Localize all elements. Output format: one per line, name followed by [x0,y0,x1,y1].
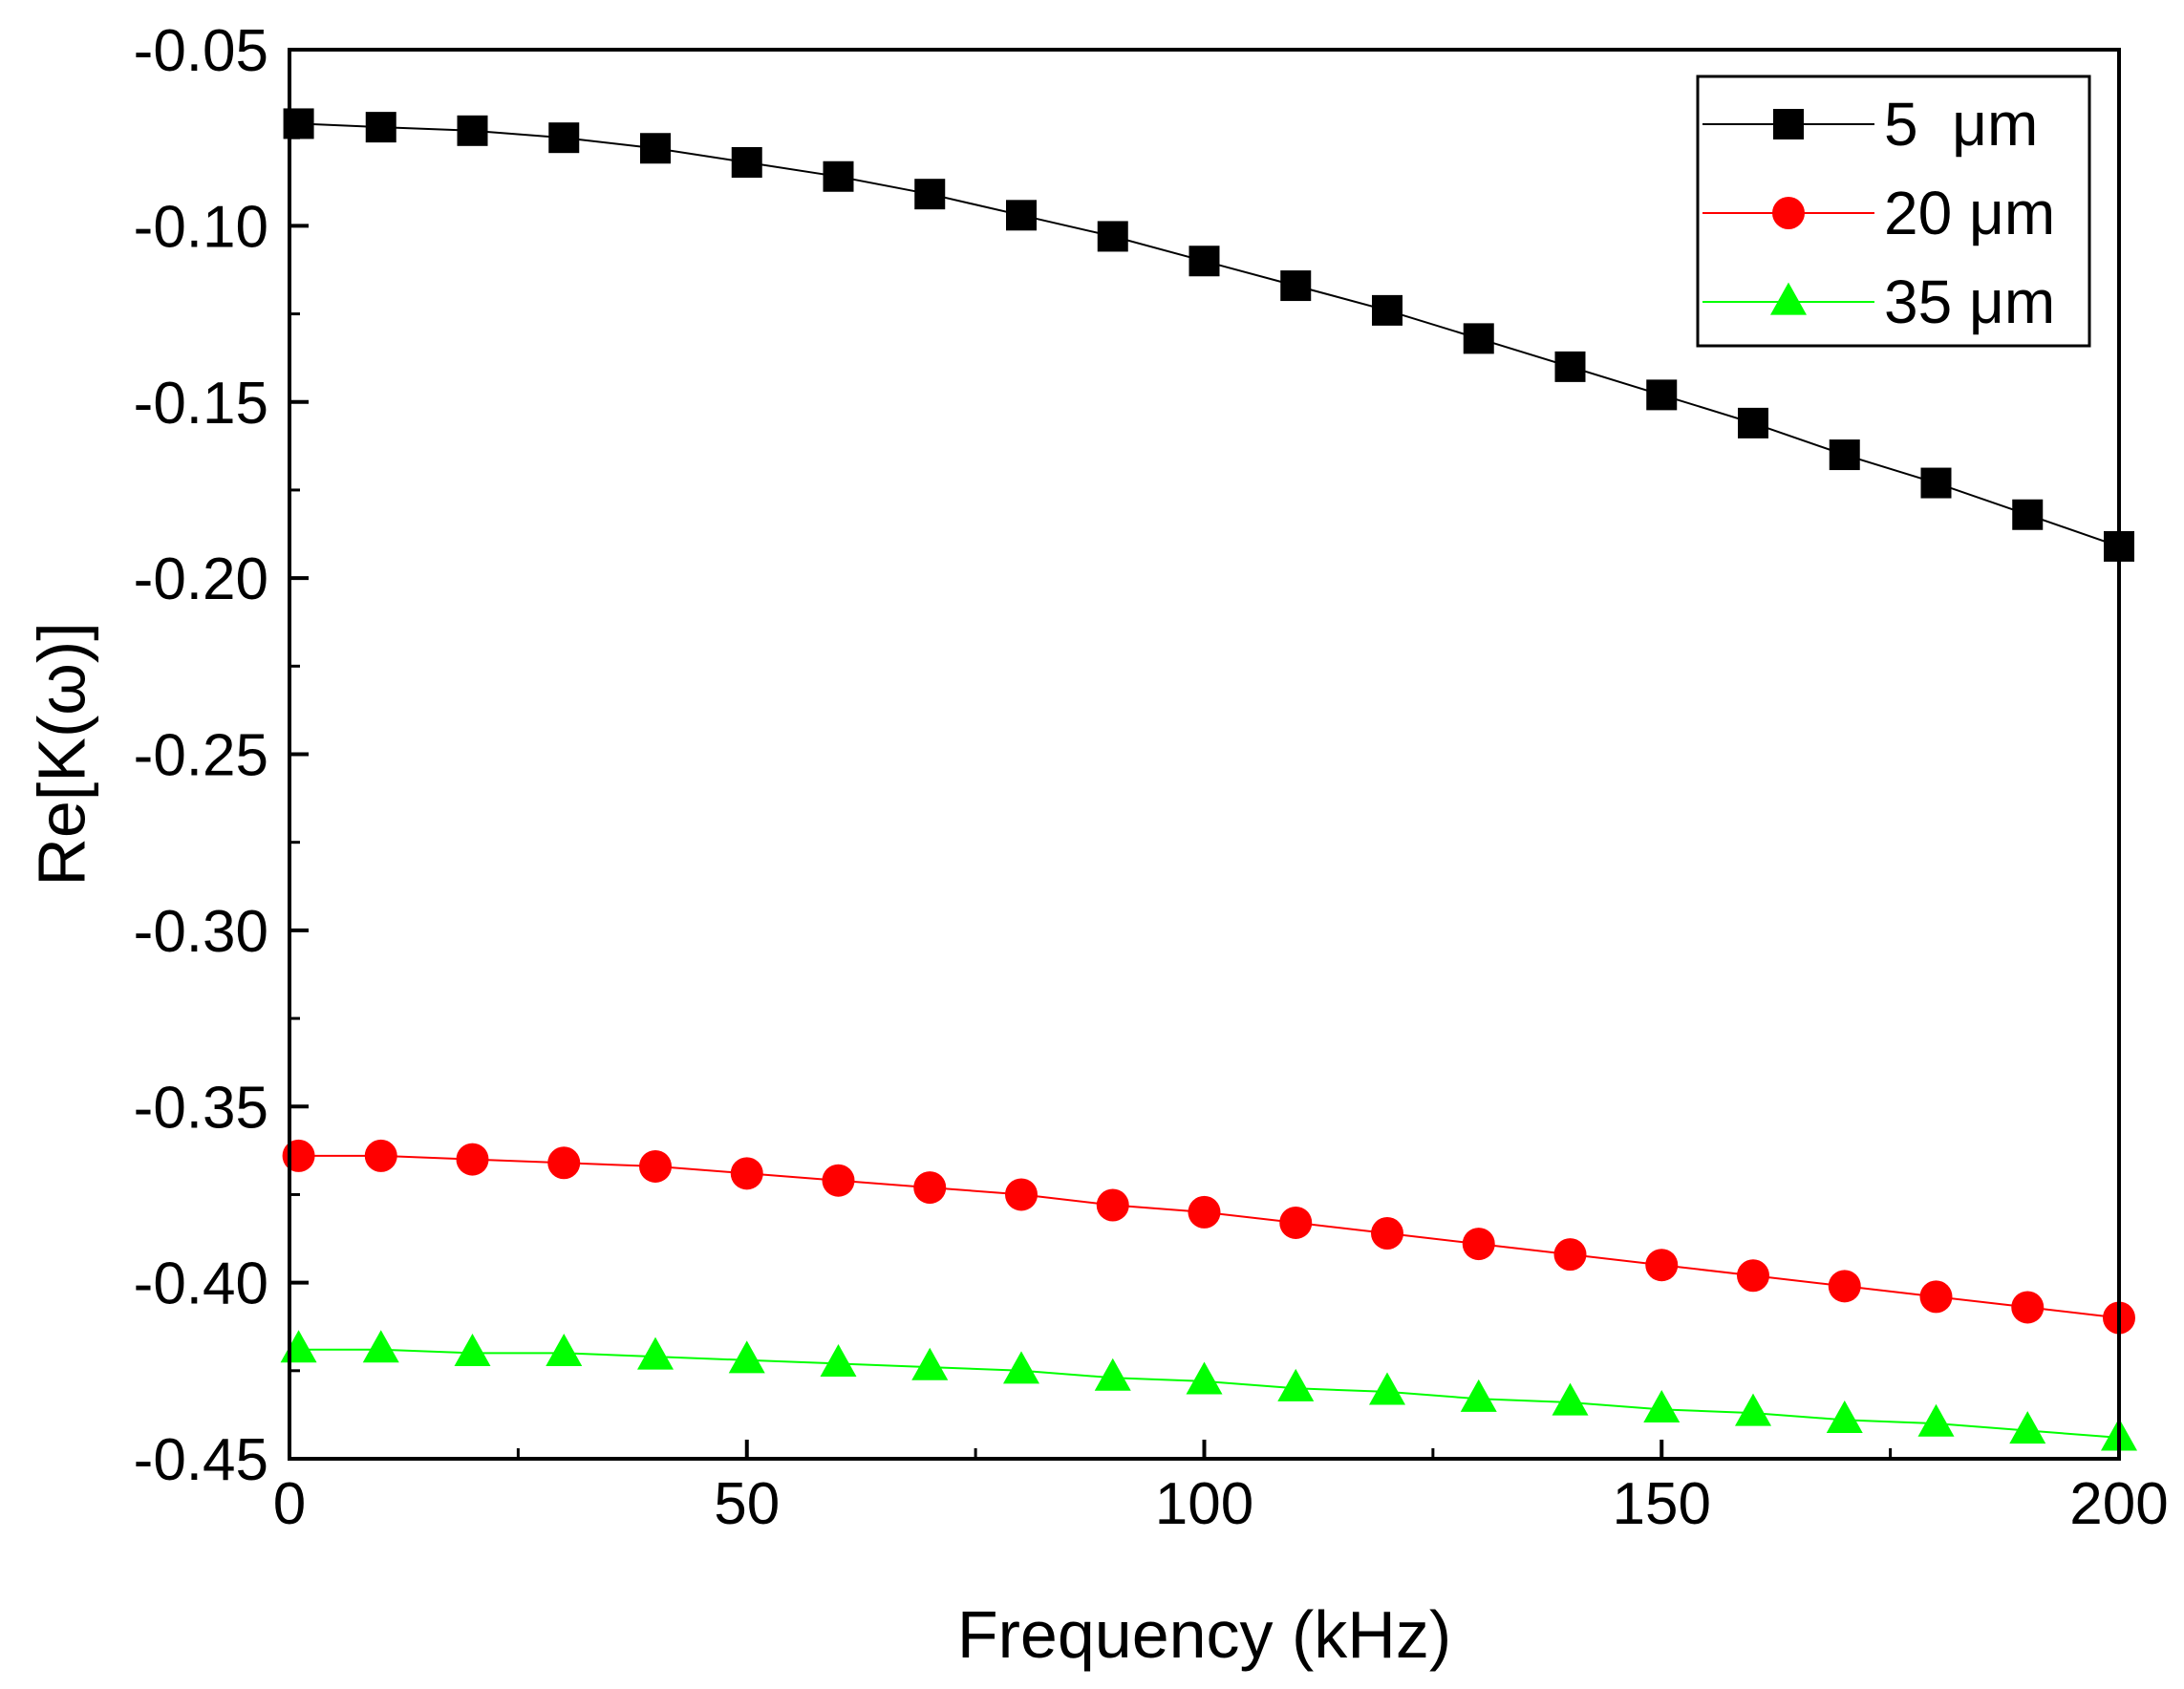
data-point [639,1149,672,1183]
data-point [640,133,671,164]
data-point [1829,439,1860,471]
data-point [1554,351,1586,382]
data-point [637,1336,674,1370]
x-tick-label: 200 [2069,1471,2168,1537]
legend-label: 20 μm [1884,179,2055,247]
data-point [1917,1403,1955,1437]
data-point [1920,467,1952,499]
data-point [1553,1238,1587,1272]
data-point [365,112,396,143]
data-point [911,1347,949,1380]
data-point [1645,1249,1679,1282]
data-point [1462,1228,1495,1261]
data-point [1094,1358,1131,1391]
x-tick-label: 100 [1155,1471,1253,1537]
y-axis-ticks: -0.05 -0.10 -0.15 -0.20 -0.25 -0.30 -0.35 -0.40… [134,18,309,1493]
legend-item: 20 μm [1702,179,2055,247]
y-tick-label: -0.35 [134,1075,268,1141]
data-point [1737,1259,1769,1293]
data-point [364,1139,397,1172]
data-point [456,1143,489,1176]
y-tick-label: -0.45 [134,1427,268,1493]
x-axis-title: Frequency (kHz) [957,1597,1451,1672]
data-point [546,1333,583,1366]
legend-marker [1772,197,1805,229]
data-point [1738,407,1768,438]
legend-item: 5 μm [1702,90,2038,159]
y-axis-title: Re[K(ω)] [24,622,98,886]
data-point [1828,1270,1861,1303]
data-point [1097,221,1128,252]
data-point [1003,1351,1039,1384]
legend-label: 5 μm [1884,90,2038,159]
data-point [1277,1368,1315,1401]
data-point [1280,270,1312,302]
data-point [548,122,580,154]
y-tick-label: -0.20 [134,546,268,612]
legend-label: 35 μm [1884,267,2055,336]
data-point [1919,1280,1953,1314]
data-point [1735,1393,1771,1426]
data-point [454,1333,491,1366]
data-point [1188,1195,1221,1229]
x-axis-ticks: 0 50 100 150 200 [273,1440,2169,1537]
series-2 [282,1139,2135,1335]
data-point [1188,246,1220,277]
series-1 [283,108,2134,562]
legend-item: 35 μm [1702,267,2055,336]
data-point [1372,294,1402,326]
y-tick-label: -0.15 [134,371,268,437]
legend-marker [1773,109,1804,139]
x-tick-label: 150 [1613,1471,1711,1537]
plot-frame [288,48,2121,1461]
series-layer [280,108,2137,1451]
data-point [1552,1382,1589,1416]
data-point [913,1171,947,1205]
data-point [1279,1206,1313,1239]
data-point [728,1340,765,1374]
data-point [362,1330,399,1363]
data-point [1096,1188,1129,1222]
y-tick-label: -0.10 [134,194,268,260]
y-tick-label: -0.30 [134,899,268,965]
data-point [1643,1389,1681,1422]
data-point [1005,1178,1038,1211]
legend-marker [1770,282,1807,315]
data-point [1371,1217,1403,1250]
data-point [282,1139,315,1172]
data-point [823,160,854,192]
data-point [2009,1411,2046,1444]
data-point [2012,499,2044,530]
x-tick-label: 0 [273,1471,306,1537]
data-point [1460,1379,1497,1412]
data-point [1006,200,1037,231]
data-point [1826,1400,1863,1434]
data-point [914,179,946,210]
data-point [547,1146,581,1180]
data-point [457,115,488,146]
data-point [280,1330,317,1363]
legend: 5 μm 20 μm 35 μm [1696,75,2091,348]
y-tick-label: -0.25 [134,723,268,789]
data-point [2011,1291,2045,1324]
series-3 [280,1330,2137,1451]
data-point [1186,1361,1223,1395]
data-point [730,1157,763,1190]
y-tick-label: -0.40 [134,1251,268,1317]
data-point [820,1344,857,1378]
x-tick-label: 50 [714,1471,780,1537]
data-point [1369,1372,1405,1405]
data-point [822,1164,855,1197]
data-point [731,147,762,178]
data-point [1646,379,1678,411]
y-tick-label: -0.05 [134,18,268,84]
data-point [1463,323,1494,354]
